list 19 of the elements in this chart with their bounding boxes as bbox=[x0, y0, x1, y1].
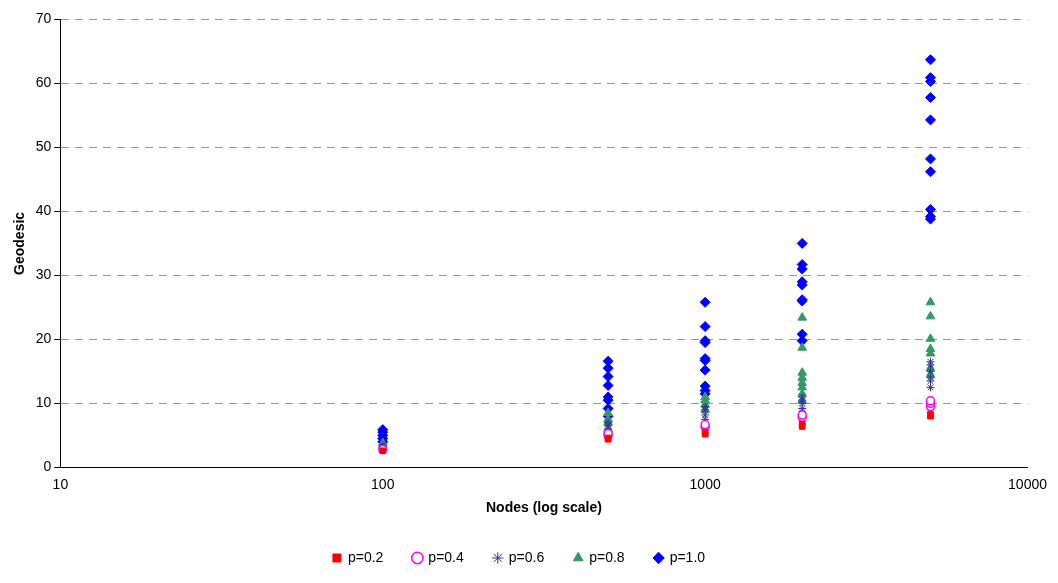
legend-label: p=1.0 bbox=[669, 548, 706, 565]
x-axis-title: Nodes (log scale) bbox=[485, 499, 602, 516]
y-axis-title: Geodesic bbox=[11, 211, 28, 275]
x-tick-label: 10 bbox=[52, 475, 69, 492]
y-tick-label: 70 bbox=[35, 10, 52, 27]
x-tick-label: 1000 bbox=[689, 475, 721, 492]
legend-label: p=0.6 bbox=[508, 548, 545, 565]
x-tick-label: 100 bbox=[371, 475, 395, 492]
y-tick-label: 10 bbox=[35, 394, 52, 411]
y-tick-label: 40 bbox=[35, 202, 52, 219]
x-tick-label: 10000 bbox=[1008, 475, 1048, 492]
y-tick-label: 0 bbox=[43, 458, 52, 475]
y-tick-label: 30 bbox=[35, 266, 52, 283]
y-tick-label: 20 bbox=[35, 330, 52, 347]
legend-label: p=0.2 bbox=[347, 548, 384, 565]
legend-label: p=0.8 bbox=[589, 548, 625, 565]
legend-label: p=0.4 bbox=[428, 548, 464, 565]
y-tick-label: 60 bbox=[35, 74, 52, 91]
y-tick-label: 50 bbox=[35, 138, 52, 155]
